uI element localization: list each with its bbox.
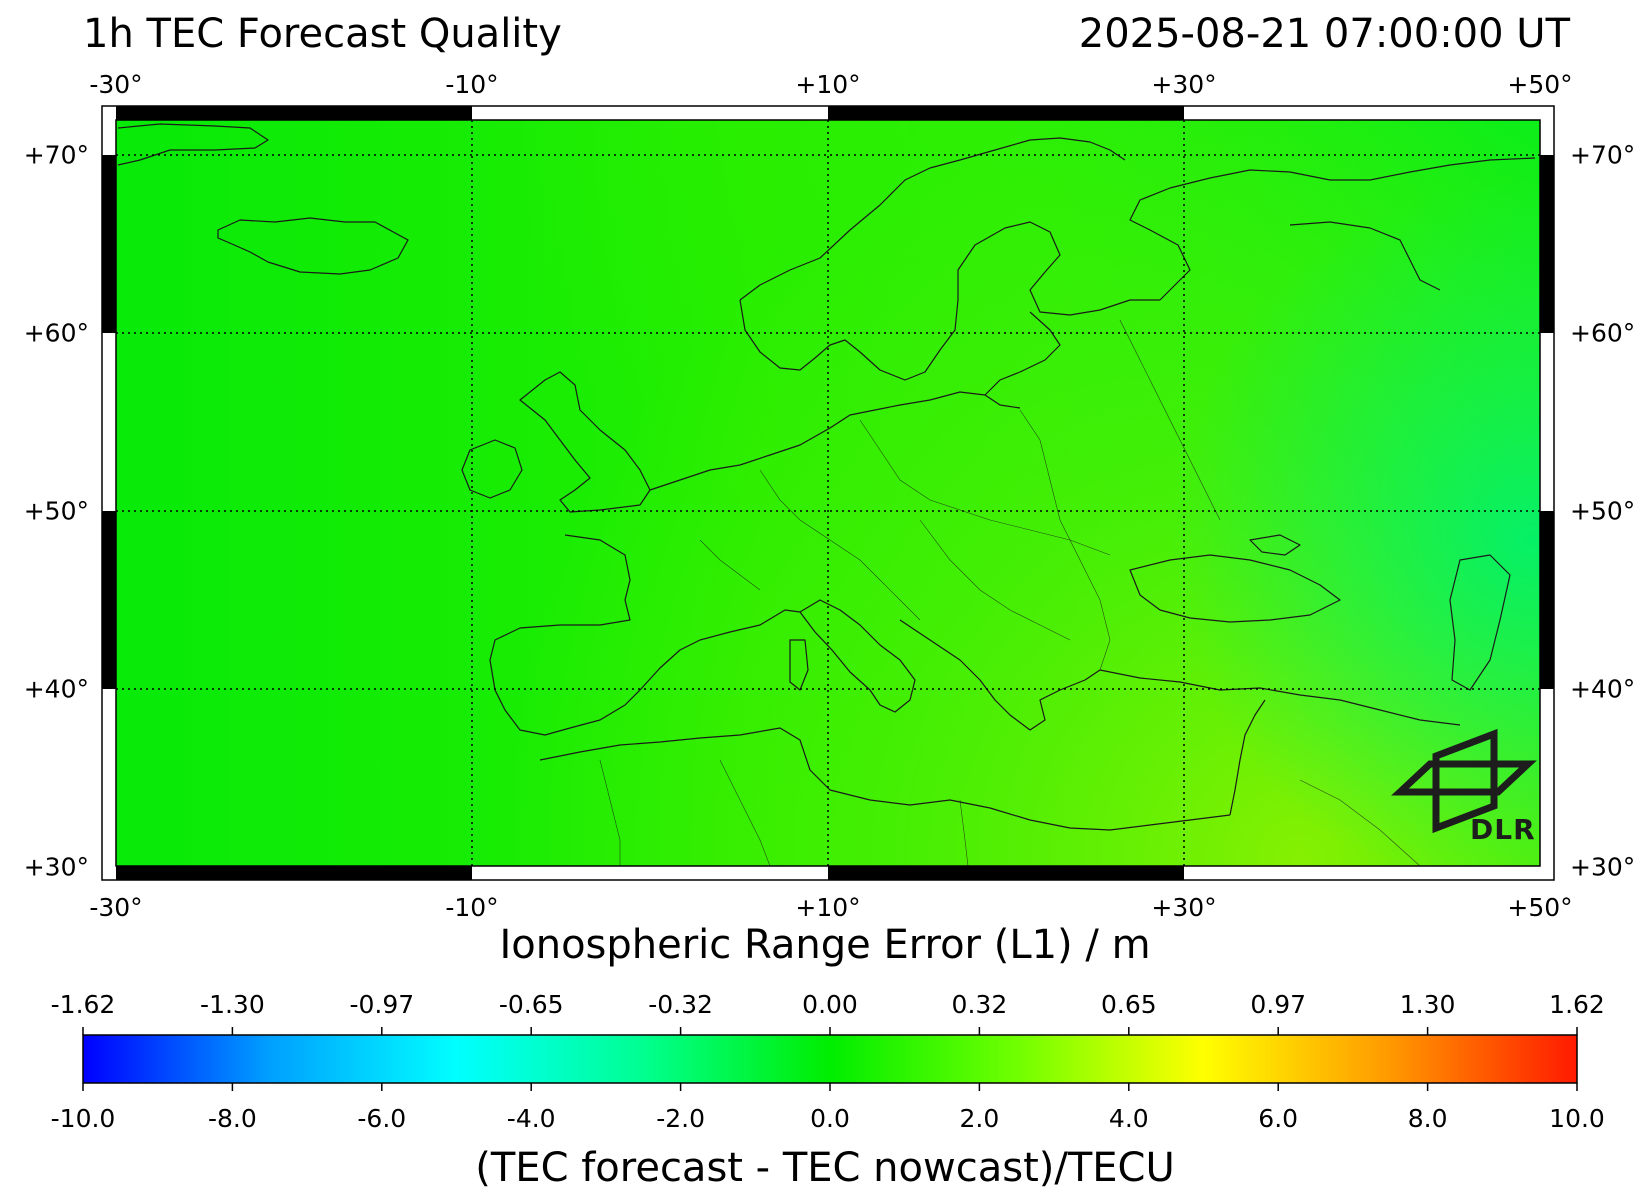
dlr-logo-text: DLR	[1470, 813, 1536, 846]
frame-bar	[102, 511, 116, 689]
lat-tick-left: +70°	[23, 140, 89, 170]
frame-bar	[116, 106, 472, 120]
lat-tick-right: +50°	[1570, 496, 1636, 526]
tecu-tick: 2.0	[959, 1104, 1000, 1133]
range-tick: 1.30	[1399, 990, 1456, 1019]
range-error-axis-label: Ionospheric Range Error (L1) / m	[499, 922, 1151, 968]
gridlines	[116, 120, 1540, 866]
frame-bar	[828, 866, 1184, 880]
frame-bar	[1540, 511, 1554, 689]
tecu-axis-label: (TEC forecast - TEC nowcast)/TECU	[475, 1145, 1175, 1191]
lon-tick-bottom: +30°	[1151, 893, 1217, 922]
tecu-tick: 4.0	[1108, 1104, 1149, 1133]
range-tick: -1.30	[200, 990, 265, 1019]
range-tick: 1.62	[1549, 990, 1605, 1019]
dlr-logo-icon	[1391, 728, 1537, 834]
lat-tick-right: +60°	[1570, 318, 1636, 348]
tecu-tick: -6.0	[357, 1104, 407, 1133]
lat-tick-left: +60°	[23, 318, 89, 348]
country-borders	[599, 319, 1421, 866]
tec-field	[116, 120, 1540, 866]
range-tick: 0.97	[1250, 990, 1307, 1019]
lon-tick-bottom: -30°	[89, 893, 143, 922]
tecu-tick: -4.0	[506, 1104, 556, 1133]
lat-tick-right: +70°	[1570, 140, 1636, 170]
map-border	[115, 119, 1541, 867]
range-tick: -0.97	[349, 990, 415, 1019]
colorbar-ticks	[82, 1027, 1578, 1091]
lon-tick-bottom: -10°	[445, 893, 499, 922]
range-tick: 0.32	[951, 990, 1008, 1019]
lat-tick-left: +30°	[23, 852, 89, 882]
tecu-tick: 6.0	[1258, 1104, 1299, 1133]
chart-title: 1h TEC Forecast Quality	[83, 11, 562, 57]
range-tick: 0.00	[802, 990, 858, 1019]
lat-tick-right: +40°	[1570, 674, 1636, 704]
lon-tick-top: +30°	[1151, 70, 1217, 99]
frame-bar	[116, 866, 472, 880]
range-tick: -0.65	[498, 990, 564, 1019]
range-tick: 0.65	[1100, 990, 1157, 1019]
lon-tick-bottom: +50°	[1507, 893, 1573, 922]
tecu-tick: 0.0	[810, 1104, 850, 1133]
map-panel	[101, 105, 1555, 881]
timestamp: 2025-08-21 07:00:00 UT	[1078, 11, 1570, 57]
range-tick: -0.32	[648, 990, 713, 1019]
range-tick: -1.62	[50, 990, 116, 1019]
coastlines	[117, 123, 1536, 831]
frame-bar	[102, 155, 116, 333]
frame-bar	[1540, 155, 1554, 333]
tecu-tick: -8.0	[208, 1104, 257, 1133]
lon-tick-top: +50°	[1507, 70, 1573, 99]
lon-tick-top: -10°	[445, 70, 499, 99]
tecu-tick: 8.0	[1407, 1104, 1448, 1133]
tecu-tick: -10.0	[50, 1104, 116, 1133]
frame-bar	[828, 106, 1184, 120]
lon-tick-top: -30°	[89, 70, 143, 99]
lon-tick-top: +10°	[795, 70, 861, 99]
tecu-tick: -2.0	[656, 1104, 705, 1133]
lat-tick-left: +40°	[23, 674, 89, 704]
lat-tick-right: +30°	[1570, 852, 1636, 882]
lon-tick-bottom: +10°	[795, 893, 861, 922]
lat-tick-left: +50°	[23, 496, 89, 526]
colorbar-gradient	[82, 1034, 1578, 1084]
tecu-tick: 10.0	[1549, 1104, 1605, 1133]
